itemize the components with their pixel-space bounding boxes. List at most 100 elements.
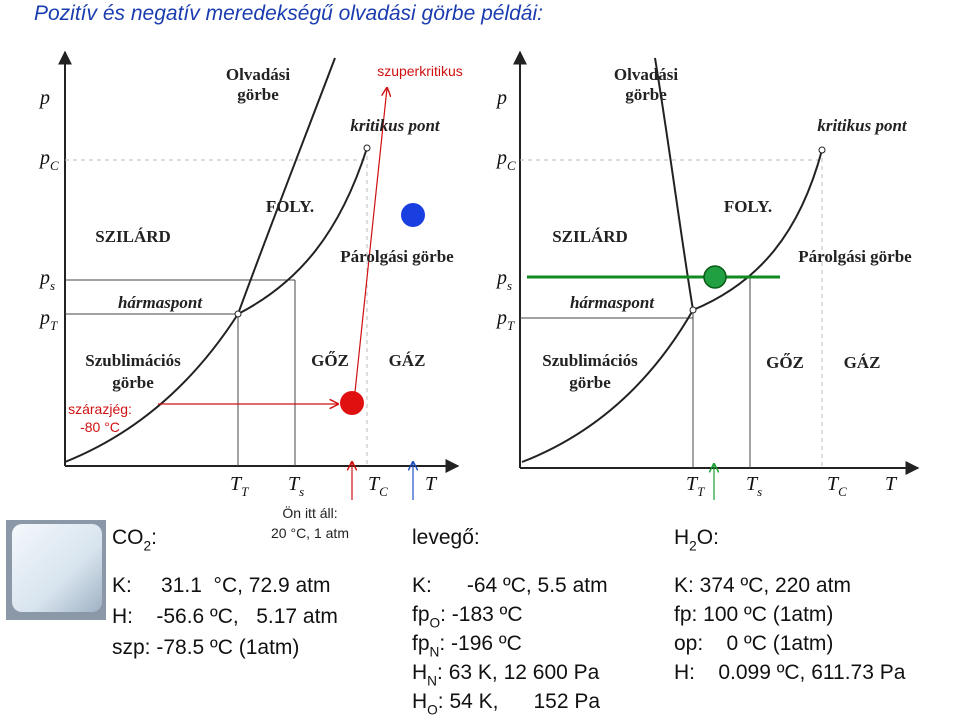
y-axis-label-main: p [38, 307, 50, 329]
air-line-main: H [412, 661, 427, 684]
air-heading: levegő: [412, 526, 480, 549]
air-line-sub: N [427, 673, 437, 688]
water-line: op: 0 ºC (1atm) [674, 632, 833, 655]
you-are-here-note: Ön itt áll: [282, 504, 337, 521]
region-label: FOLY. [266, 197, 314, 216]
air-line-rest: : -196 ºC [439, 632, 521, 655]
water-heading: H2O: [674, 526, 719, 553]
x-axis-label-sub: T [697, 484, 705, 499]
triple-point-label: hármaspont [118, 293, 203, 312]
right-diagram [513, 50, 920, 500]
y-axis-label-sub: T [50, 318, 58, 333]
air-line-main: H [412, 690, 427, 713]
co2-heading-main: CO [112, 526, 144, 549]
y-axis-label: p [495, 87, 507, 109]
y-axis-label: pC [495, 147, 516, 173]
sublimation-curve-label: Szublimációs [85, 351, 181, 370]
title: Pozitív és negatív meredekségű olvadási … [34, 2, 543, 25]
sublimation-curve-label: Szublimációs [542, 351, 638, 370]
y-axis-label: pT [495, 307, 515, 333]
evaporation-curve-label: Párolgási görbe [340, 247, 454, 266]
x-axis-label: Ts [288, 473, 304, 499]
x-axis-label: T [885, 473, 898, 495]
air-line-main: fp [412, 632, 430, 655]
y-axis-label: p [38, 87, 50, 109]
water-heading-rest: O: [697, 526, 719, 549]
y-axis-label-main: p [38, 267, 50, 289]
sublimation-curve-label: görbe [112, 373, 154, 392]
y-axis-label-sub: s [507, 278, 512, 293]
air-line-main: fp [412, 603, 430, 626]
melting-curve-label: Olvadási [614, 65, 679, 84]
x-axis-label-sub: C [379, 484, 388, 499]
dry-ice-note: -80 °C [80, 419, 120, 435]
region-label: GÁZ [389, 351, 426, 370]
air-line: K: -64 ºC, 5.5 atm [412, 574, 608, 597]
critical-point-label: kritikus pont [350, 116, 441, 135]
x-axis-label: TC [368, 473, 388, 499]
melting-curve-label: görbe [237, 85, 279, 104]
evaporation-curve-label: Párolgási görbe [798, 247, 912, 266]
air-line-sub: N [430, 644, 440, 659]
co2-heading-rest: : [151, 526, 157, 549]
co2-line: H: -56.6 ºC, 5.17 atm [112, 605, 338, 628]
x-axis-label: Ts [746, 473, 762, 499]
y-axis-label-main: p [495, 267, 507, 289]
region-label: GŐZ [311, 351, 349, 370]
y-axis-label: pT [38, 307, 58, 333]
critical-point-label: kritikus pont [817, 116, 908, 135]
y-axis-label-main: p [38, 87, 50, 109]
air-line: fpO: -183 ºC [412, 603, 523, 630]
co2-heading: CO2: [112, 526, 157, 553]
x-axis-label: TT [230, 473, 249, 499]
x-axis-label-sub: s [299, 484, 304, 499]
x-axis-label: T [425, 473, 438, 495]
dry-ice-note: szárazjég: [68, 401, 132, 417]
air-line-sub: O [427, 702, 438, 717]
co2-line: K: 31.1 °C, 72.9 atm [112, 574, 331, 597]
air-line-rest: : 54 K, 152 Pa [438, 690, 601, 713]
x-axis-label-main: T [368, 473, 381, 495]
you-are-here-note: 20 °C, 1 atm [271, 525, 349, 541]
x-axis-label-main: T [288, 473, 301, 495]
x-axis-label-sub: T [241, 484, 249, 499]
water-heading-sub: 2 [689, 538, 697, 553]
water-line: K: 374 ºC, 220 atm [674, 574, 851, 597]
x-axis-label: TC [827, 473, 847, 499]
left-diagram [58, 50, 460, 500]
dry-ice-image [6, 520, 106, 620]
y-axis-label-sub: C [50, 158, 59, 173]
water-heading-main: H [674, 526, 689, 549]
x-axis-label: TT [686, 473, 705, 499]
y-axis-label-sub: T [507, 318, 515, 333]
region-label: FOLY. [724, 197, 772, 216]
x-axis-label-main: T [686, 473, 699, 495]
air-line: HN: 63 K, 12 600 Pa [412, 661, 600, 688]
supercritical-note: szuperkritikus [377, 63, 463, 79]
y-axis-label-main: p [495, 147, 507, 169]
air-line: fpN: -196 ºC [412, 632, 522, 659]
air-line: HO: 54 K, 152 Pa [412, 690, 600, 717]
melting-curve-label: görbe [625, 85, 667, 104]
y-axis-label: ps [495, 267, 512, 293]
air-line-sub: O [430, 615, 441, 630]
sublimation-curve-label: görbe [569, 373, 611, 392]
x-axis-label-main: T [746, 473, 759, 495]
y-axis-label-main: p [495, 87, 507, 109]
y-axis-label-main: p [495, 307, 507, 329]
y-axis-label: pC [38, 147, 59, 173]
y-axis-label-sub: C [507, 158, 516, 173]
water-line: H: 0.099 ºC, 611.73 Pa [674, 661, 906, 684]
region-label: SZILÁRD [552, 227, 628, 246]
x-axis-label-sub: s [757, 484, 762, 499]
x-axis-label-main: T [885, 473, 898, 495]
x-axis-label-sub: C [838, 484, 847, 499]
x-axis-label-main: T [230, 473, 243, 495]
y-axis-label-main: p [38, 147, 50, 169]
water-line: fp: 100 ºC (1atm) [674, 603, 833, 626]
x-axis-label-main: T [425, 473, 438, 495]
y-axis-label: ps [38, 267, 55, 293]
region-label: GÁZ [844, 353, 881, 372]
triple-point-label: hármaspont [570, 293, 655, 312]
